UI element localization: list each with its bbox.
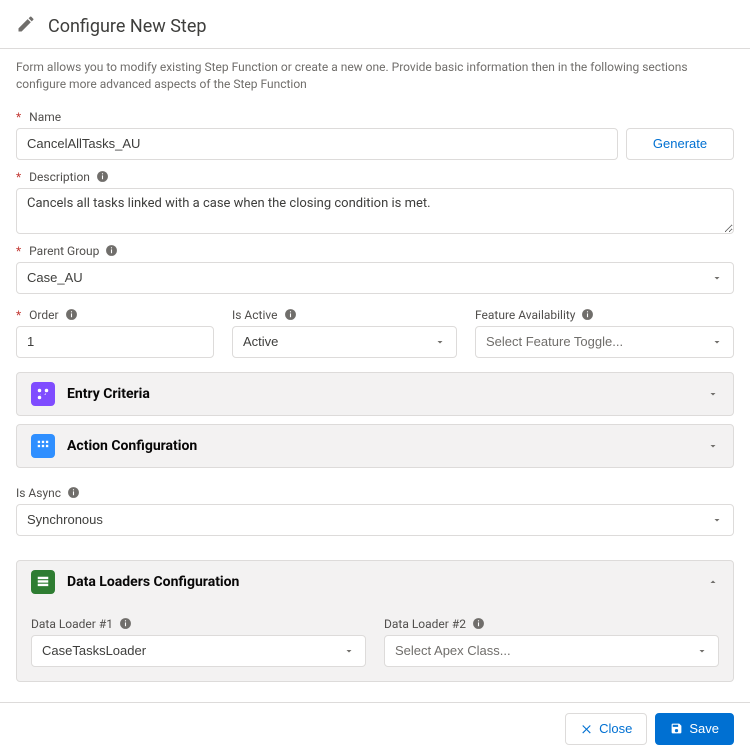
is-async-label: Is Async — [16, 486, 734, 500]
section-entry-criteria: Entry Criteria — [16, 372, 734, 416]
info-icon — [284, 308, 297, 321]
description-input[interactable]: Cancels all tasks linked with a case whe… — [16, 188, 734, 234]
section-action-config-header[interactable]: Action Configuration — [17, 425, 733, 467]
loader1-label: Data Loader #1 — [31, 617, 366, 631]
loader2-select[interactable]: Select Apex Class... — [384, 635, 719, 667]
generate-button[interactable]: Generate — [626, 128, 734, 160]
is-active-select[interactable]: Active — [232, 326, 457, 358]
chevron-down-icon — [707, 440, 719, 452]
pencil-icon — [16, 14, 36, 38]
dialog-header: Configure New Step — [0, 0, 750, 48]
form-body: *Name Generate *Description Cancels all … — [0, 110, 750, 702]
close-button[interactable]: Close — [565, 713, 647, 745]
info-icon — [67, 486, 80, 499]
section-data-loaders-body: Data Loader #1 CaseTasksLoader Data Load… — [17, 603, 733, 681]
chevron-down-icon — [343, 645, 355, 657]
loader1-select[interactable]: CaseTasksLoader — [31, 635, 366, 667]
chevron-up-icon — [707, 576, 719, 588]
parent-group-label: *Parent Group — [16, 244, 734, 258]
info-icon — [105, 244, 118, 257]
loader2-label: Data Loader #2 — [384, 617, 719, 631]
section-entry-criteria-header[interactable]: Entry Criteria — [17, 373, 733, 415]
section-data-loaders: Data Loaders Configuration Data Loader #… — [16, 560, 734, 682]
dialog-title: Configure New Step — [48, 16, 206, 37]
info-icon — [96, 170, 109, 183]
description-label: *Description — [16, 170, 734, 184]
dialog: Configure New Step Form allows you to mo… — [0, 0, 750, 755]
name-input[interactable] — [16, 128, 618, 160]
section-action-config: Action Configuration — [16, 424, 734, 468]
table-icon — [31, 570, 55, 594]
info-icon — [119, 617, 132, 630]
close-icon — [580, 722, 593, 735]
is-active-label: Is Active — [232, 308, 457, 322]
form-help-text: Form allows you to modify existing Step … — [0, 49, 750, 106]
chevron-down-icon — [696, 645, 708, 657]
info-icon — [65, 308, 78, 321]
chevron-down-icon — [711, 272, 723, 284]
parent-group-select[interactable]: Case_AU — [16, 262, 734, 294]
is-async-select[interactable]: Synchronous — [16, 504, 734, 536]
order-label: *Order — [16, 308, 214, 322]
chevron-down-icon — [707, 388, 719, 400]
chevron-down-icon — [711, 336, 723, 348]
info-icon — [581, 308, 594, 321]
chevron-down-icon — [434, 336, 446, 348]
feature-select[interactable]: Select Feature Toggle... — [475, 326, 734, 358]
order-input[interactable] — [16, 326, 214, 358]
info-icon — [472, 617, 485, 630]
chevron-down-icon — [711, 514, 723, 526]
save-icon — [670, 722, 683, 735]
section-data-loaders-header[interactable]: Data Loaders Configuration — [17, 561, 733, 603]
save-button[interactable]: Save — [655, 713, 734, 745]
name-label: *Name — [16, 110, 734, 124]
action-icon — [31, 434, 55, 458]
feature-label: Feature Availability — [475, 308, 734, 322]
branch-icon — [31, 382, 55, 406]
